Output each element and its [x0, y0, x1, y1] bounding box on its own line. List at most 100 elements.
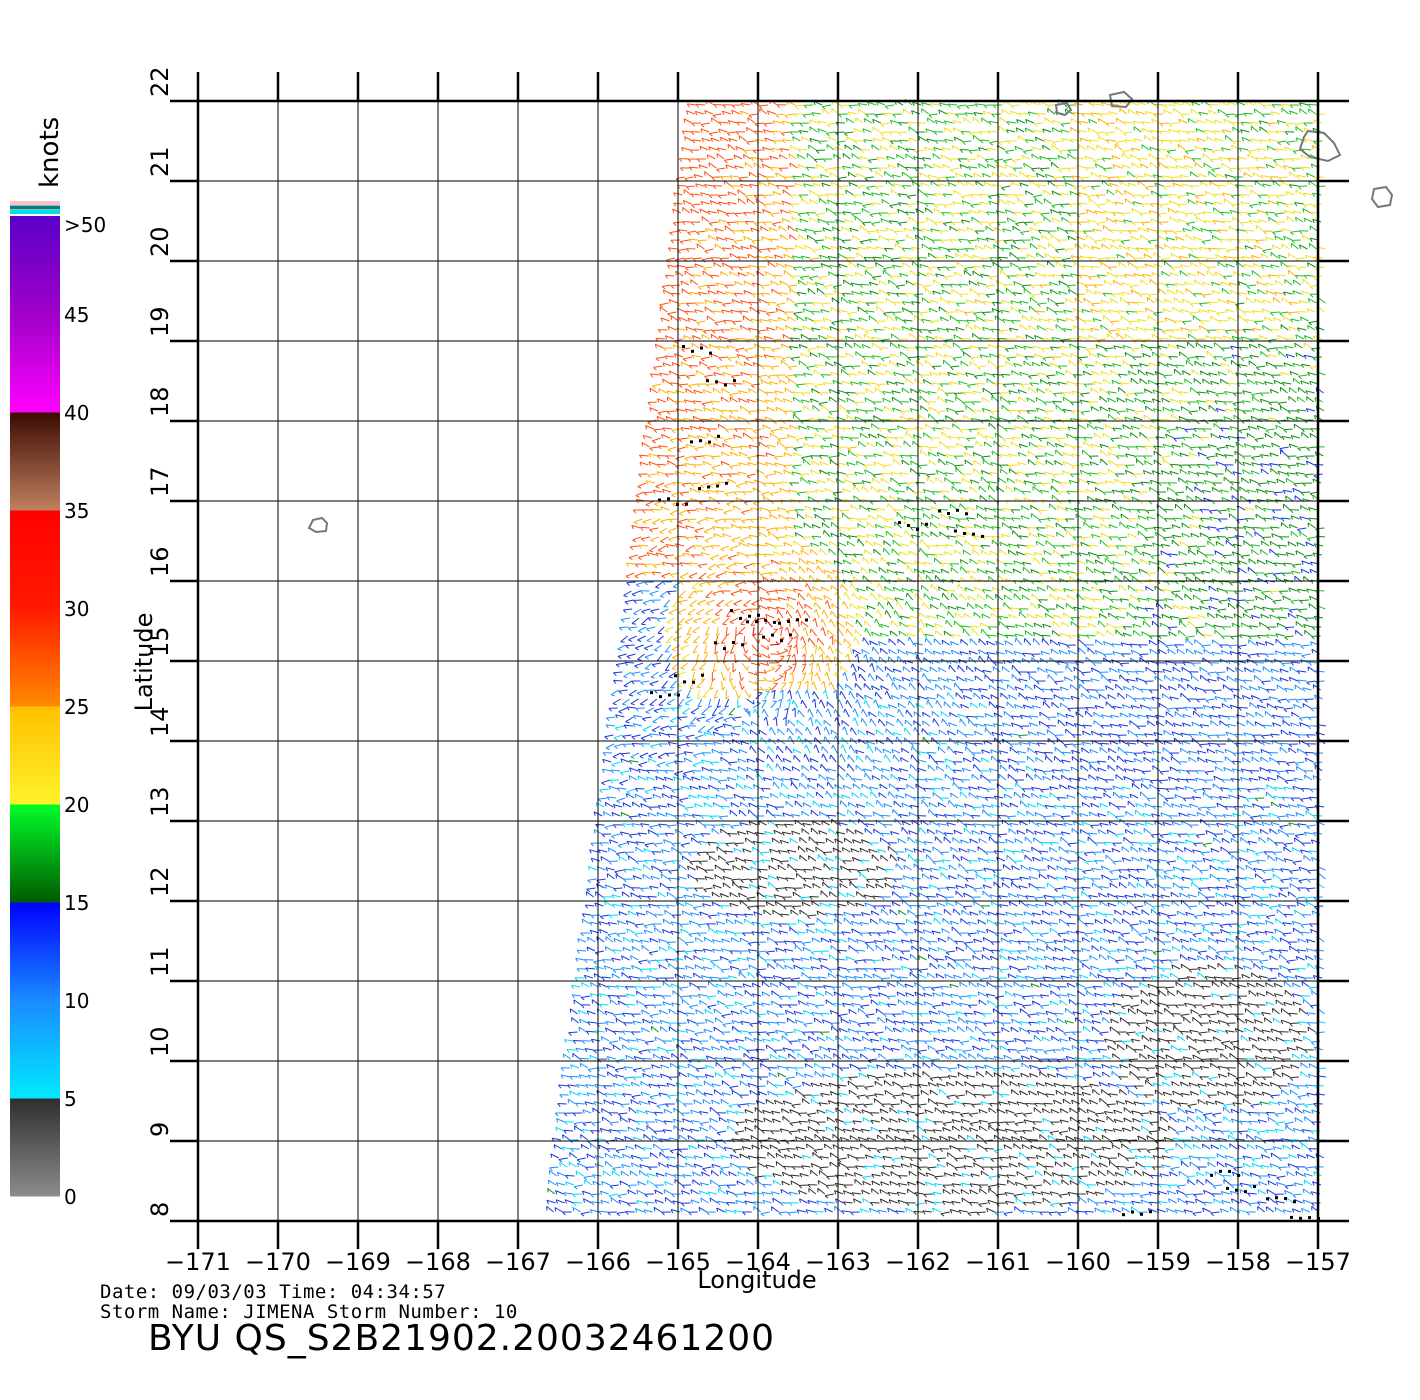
wind-vector [894, 230, 904, 233]
wind-vector [816, 149, 826, 151]
wind-vector [1271, 111, 1280, 115]
wind-vector [1032, 146, 1042, 151]
wind-vector [880, 131, 890, 134]
wind-barb [889, 205, 894, 209]
wind-vector [1167, 207, 1177, 214]
wind-vector [1050, 346, 1060, 349]
wind-barb [735, 131, 740, 136]
wind-barb [887, 213, 891, 217]
wind-barb [1187, 333, 1190, 338]
wind-vector [1187, 118, 1197, 124]
wind-barb [747, 411, 752, 415]
wind-vector [815, 164, 825, 169]
wind-vector [1070, 126, 1079, 133]
wind-vector [1137, 180, 1146, 187]
wind-barb [1257, 289, 1259, 294]
wind-barb [1267, 122, 1272, 127]
wind-barb [1140, 222, 1145, 226]
wind-vector [1075, 156, 1085, 160]
wind-vector [1083, 297, 1092, 304]
wind-vector [819, 197, 827, 205]
wind-vector [855, 351, 864, 358]
wind-vector [946, 328, 956, 331]
wind-vector [1254, 320, 1264, 323]
wind-barb [1042, 145, 1044, 150]
wind-vector [1066, 284, 1076, 287]
wind-vector [892, 311, 902, 313]
wind-vector [859, 283, 869, 286]
wind-barb [883, 113, 887, 117]
wind-vector [849, 104, 859, 107]
wind-vector [1062, 257, 1072, 261]
wind-barb [990, 393, 994, 397]
wind-barb [694, 111, 698, 116]
wind-vector [1104, 279, 1113, 286]
wind-vector [997, 338, 1007, 340]
wind-vector [769, 155, 779, 160]
wind-vector [951, 288, 960, 295]
wind-barb [1212, 194, 1217, 198]
wind-vector [861, 207, 871, 214]
wind-barb [879, 146, 882, 151]
wind-vector [1038, 229, 1048, 232]
wind-vector [844, 202, 854, 205]
wind-barb [1044, 174, 1048, 179]
wind-vector [710, 400, 720, 403]
wind-vector [1238, 314, 1246, 322]
wind-barb [1253, 109, 1256, 114]
wind-vector [1222, 220, 1232, 223]
wind-vector [1112, 164, 1122, 169]
wind-barb [1269, 176, 1273, 181]
wind-vector [1280, 386, 1288, 394]
wind-barb [1208, 104, 1212, 108]
wind-vector [1030, 382, 1040, 385]
wind-barb [770, 366, 774, 371]
wind-barb [1067, 149, 1072, 154]
wind-barb [1195, 128, 1198, 133]
wind-barb [1103, 147, 1107, 152]
wind-barb [860, 166, 864, 171]
wind-barb [708, 146, 711, 151]
wind-vector [1166, 154, 1175, 160]
wind-barb [782, 189, 784, 194]
wind-barb [696, 158, 701, 163]
wind-vector [1256, 365, 1266, 368]
wind-barb [816, 195, 821, 199]
wind-barb [951, 289, 953, 294]
wind-vector [772, 221, 782, 225]
wind-barb [992, 184, 996, 189]
wind-barb [714, 322, 719, 326]
wind-barb [1281, 158, 1286, 163]
wind-barb [798, 194, 803, 199]
wind-barb [1085, 234, 1088, 240]
wind-vector [1115, 189, 1124, 196]
wind-barb [1203, 130, 1207, 134]
wind-vector [1232, 216, 1241, 223]
wind-vector [1141, 338, 1151, 341]
wind-barb [905, 167, 909, 171]
wind-barb [902, 185, 906, 190]
wind-barb [863, 139, 867, 144]
wind-vector [1007, 400, 1017, 403]
wind-barb [746, 127, 748, 132]
wind-vector [763, 129, 773, 133]
wind-vector [952, 221, 962, 224]
wind-barb [1014, 194, 1019, 199]
wind-barb [986, 163, 989, 169]
wind-vector [963, 391, 973, 394]
wind-barb [960, 361, 962, 366]
wind-vector [863, 139, 873, 142]
wind-vector [940, 154, 950, 160]
wind-barb [750, 157, 754, 161]
wind-vector [1044, 173, 1054, 178]
wind-barb [1201, 241, 1206, 245]
wind-vector [983, 110, 992, 115]
wind-vector [771, 347, 781, 351]
wind-vector [675, 270, 684, 277]
wind-barb [706, 285, 711, 289]
wind-barb [1276, 120, 1280, 125]
wind-vector [1240, 129, 1250, 133]
wind-barb [974, 375, 978, 380]
wind-barb [1141, 203, 1145, 208]
wind-vector [708, 162, 717, 169]
